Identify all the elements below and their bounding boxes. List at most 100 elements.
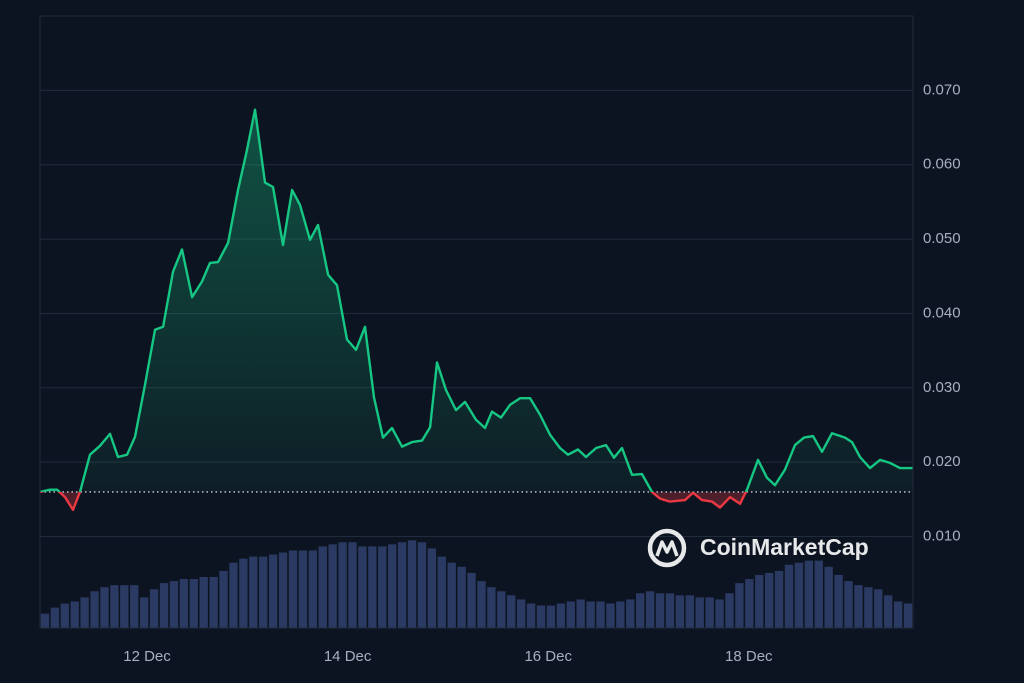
volume-bar bbox=[794, 562, 804, 628]
y-tick-label: 0.070 bbox=[923, 81, 961, 98]
volume-bar bbox=[388, 544, 397, 628]
logo-ring bbox=[647, 528, 687, 568]
volume-bar bbox=[437, 556, 446, 628]
volume-bar bbox=[149, 589, 159, 628]
volume-bar bbox=[626, 599, 635, 628]
volume-bar bbox=[874, 589, 883, 628]
y-tick-label: 0.010 bbox=[923, 528, 961, 545]
volume-bar bbox=[586, 601, 595, 628]
volume-bar bbox=[884, 595, 893, 628]
volume-bar bbox=[636, 593, 645, 628]
volume-bar bbox=[457, 566, 466, 628]
volume-bar bbox=[854, 585, 863, 628]
volume-bar bbox=[893, 601, 903, 628]
y-tick-label: 0.040 bbox=[923, 304, 961, 321]
volume-bar bbox=[140, 597, 149, 628]
volume-bar bbox=[229, 562, 238, 628]
watermark-text: CoinMarketCap bbox=[700, 534, 869, 560]
volume-bar bbox=[526, 603, 536, 628]
volume-bar bbox=[378, 546, 387, 628]
volume-bar bbox=[189, 579, 198, 628]
volume-bar bbox=[804, 560, 813, 628]
volume-bar bbox=[50, 607, 60, 628]
y-tick-label: 0.020 bbox=[923, 453, 961, 470]
volume-bar bbox=[487, 587, 496, 628]
volume-bar bbox=[477, 581, 486, 628]
volume-bar bbox=[764, 572, 774, 628]
volume-bar bbox=[268, 554, 278, 628]
volume-bar bbox=[497, 591, 506, 628]
volume-bar bbox=[735, 583, 744, 628]
volume-bar bbox=[596, 601, 605, 628]
volume-bar bbox=[695, 597, 704, 628]
volume-bar bbox=[318, 546, 327, 628]
volume-bar bbox=[328, 544, 337, 628]
volume-bar bbox=[834, 574, 843, 628]
volume-bars bbox=[40, 540, 913, 628]
volume-bar bbox=[467, 572, 476, 628]
volume-bar bbox=[288, 550, 298, 628]
plot bbox=[39, 108, 913, 511]
volume-bar bbox=[338, 542, 347, 628]
volume-bar bbox=[566, 601, 575, 628]
volume-bar bbox=[40, 613, 50, 628]
volume-bar bbox=[536, 605, 546, 628]
volume-bar bbox=[417, 542, 427, 628]
volume-bar bbox=[844, 581, 853, 628]
volume-bar bbox=[397, 542, 407, 628]
volume-bar bbox=[824, 566, 833, 628]
volume-bar bbox=[130, 585, 139, 628]
price-line bbox=[39, 108, 913, 492]
volume-bar bbox=[219, 570, 228, 628]
x-tick-label: 12 Dec bbox=[123, 648, 171, 665]
volume-bar bbox=[308, 550, 317, 628]
volume-bar bbox=[159, 583, 169, 628]
volume-bar bbox=[179, 579, 189, 628]
volume-bar bbox=[358, 546, 367, 628]
volume-bar bbox=[100, 587, 109, 628]
volume-bar bbox=[864, 587, 873, 628]
volume-bar bbox=[715, 599, 724, 628]
volume-bar bbox=[427, 548, 437, 628]
volume-bar bbox=[259, 556, 268, 628]
volume-bar bbox=[239, 558, 248, 628]
logo-mark bbox=[655, 540, 679, 557]
volume-bar bbox=[814, 560, 823, 628]
x-tick-label: 16 Dec bbox=[524, 648, 572, 665]
volume-bar bbox=[745, 579, 754, 628]
volume-bar bbox=[774, 570, 784, 628]
volume-bar bbox=[110, 585, 119, 628]
volume-bar bbox=[606, 603, 615, 628]
volume-bar bbox=[298, 550, 308, 628]
volume-bar bbox=[348, 542, 357, 628]
volume-bar bbox=[60, 603, 69, 628]
plot-frame bbox=[39, 15, 914, 629]
volume-bar bbox=[507, 595, 516, 628]
volume-bar bbox=[447, 562, 456, 628]
y-tick-label: 0.060 bbox=[923, 156, 961, 173]
volume-bar bbox=[903, 603, 913, 628]
volume-bar bbox=[705, 597, 714, 628]
x-tick-label: 14 Dec bbox=[324, 648, 372, 665]
volume-bar bbox=[645, 591, 655, 628]
area-down bbox=[59, 491, 746, 510]
volume-bar bbox=[556, 603, 565, 628]
volume-bar bbox=[90, 591, 99, 628]
volume-bar bbox=[616, 601, 625, 628]
volume-bar bbox=[199, 577, 208, 628]
axes: 0.010 0.020 0.030 0.040 0.050 0.060 0.070 12 De… bbox=[123, 81, 960, 665]
volume-bar bbox=[70, 601, 79, 628]
x-tick-label: 18 Dec bbox=[725, 648, 773, 665]
volume-bar bbox=[725, 593, 734, 628]
volume-bar bbox=[278, 552, 288, 628]
volume-bar bbox=[169, 581, 179, 628]
volume-bar bbox=[685, 595, 694, 628]
volume-bar bbox=[755, 574, 764, 628]
volume-bar bbox=[120, 585, 129, 628]
volume-bar bbox=[368, 546, 377, 628]
area-up bbox=[40, 109, 913, 492]
volume-bar bbox=[407, 540, 417, 628]
watermark: CoinMarketCap bbox=[647, 528, 869, 568]
volume-bar bbox=[546, 605, 556, 628]
